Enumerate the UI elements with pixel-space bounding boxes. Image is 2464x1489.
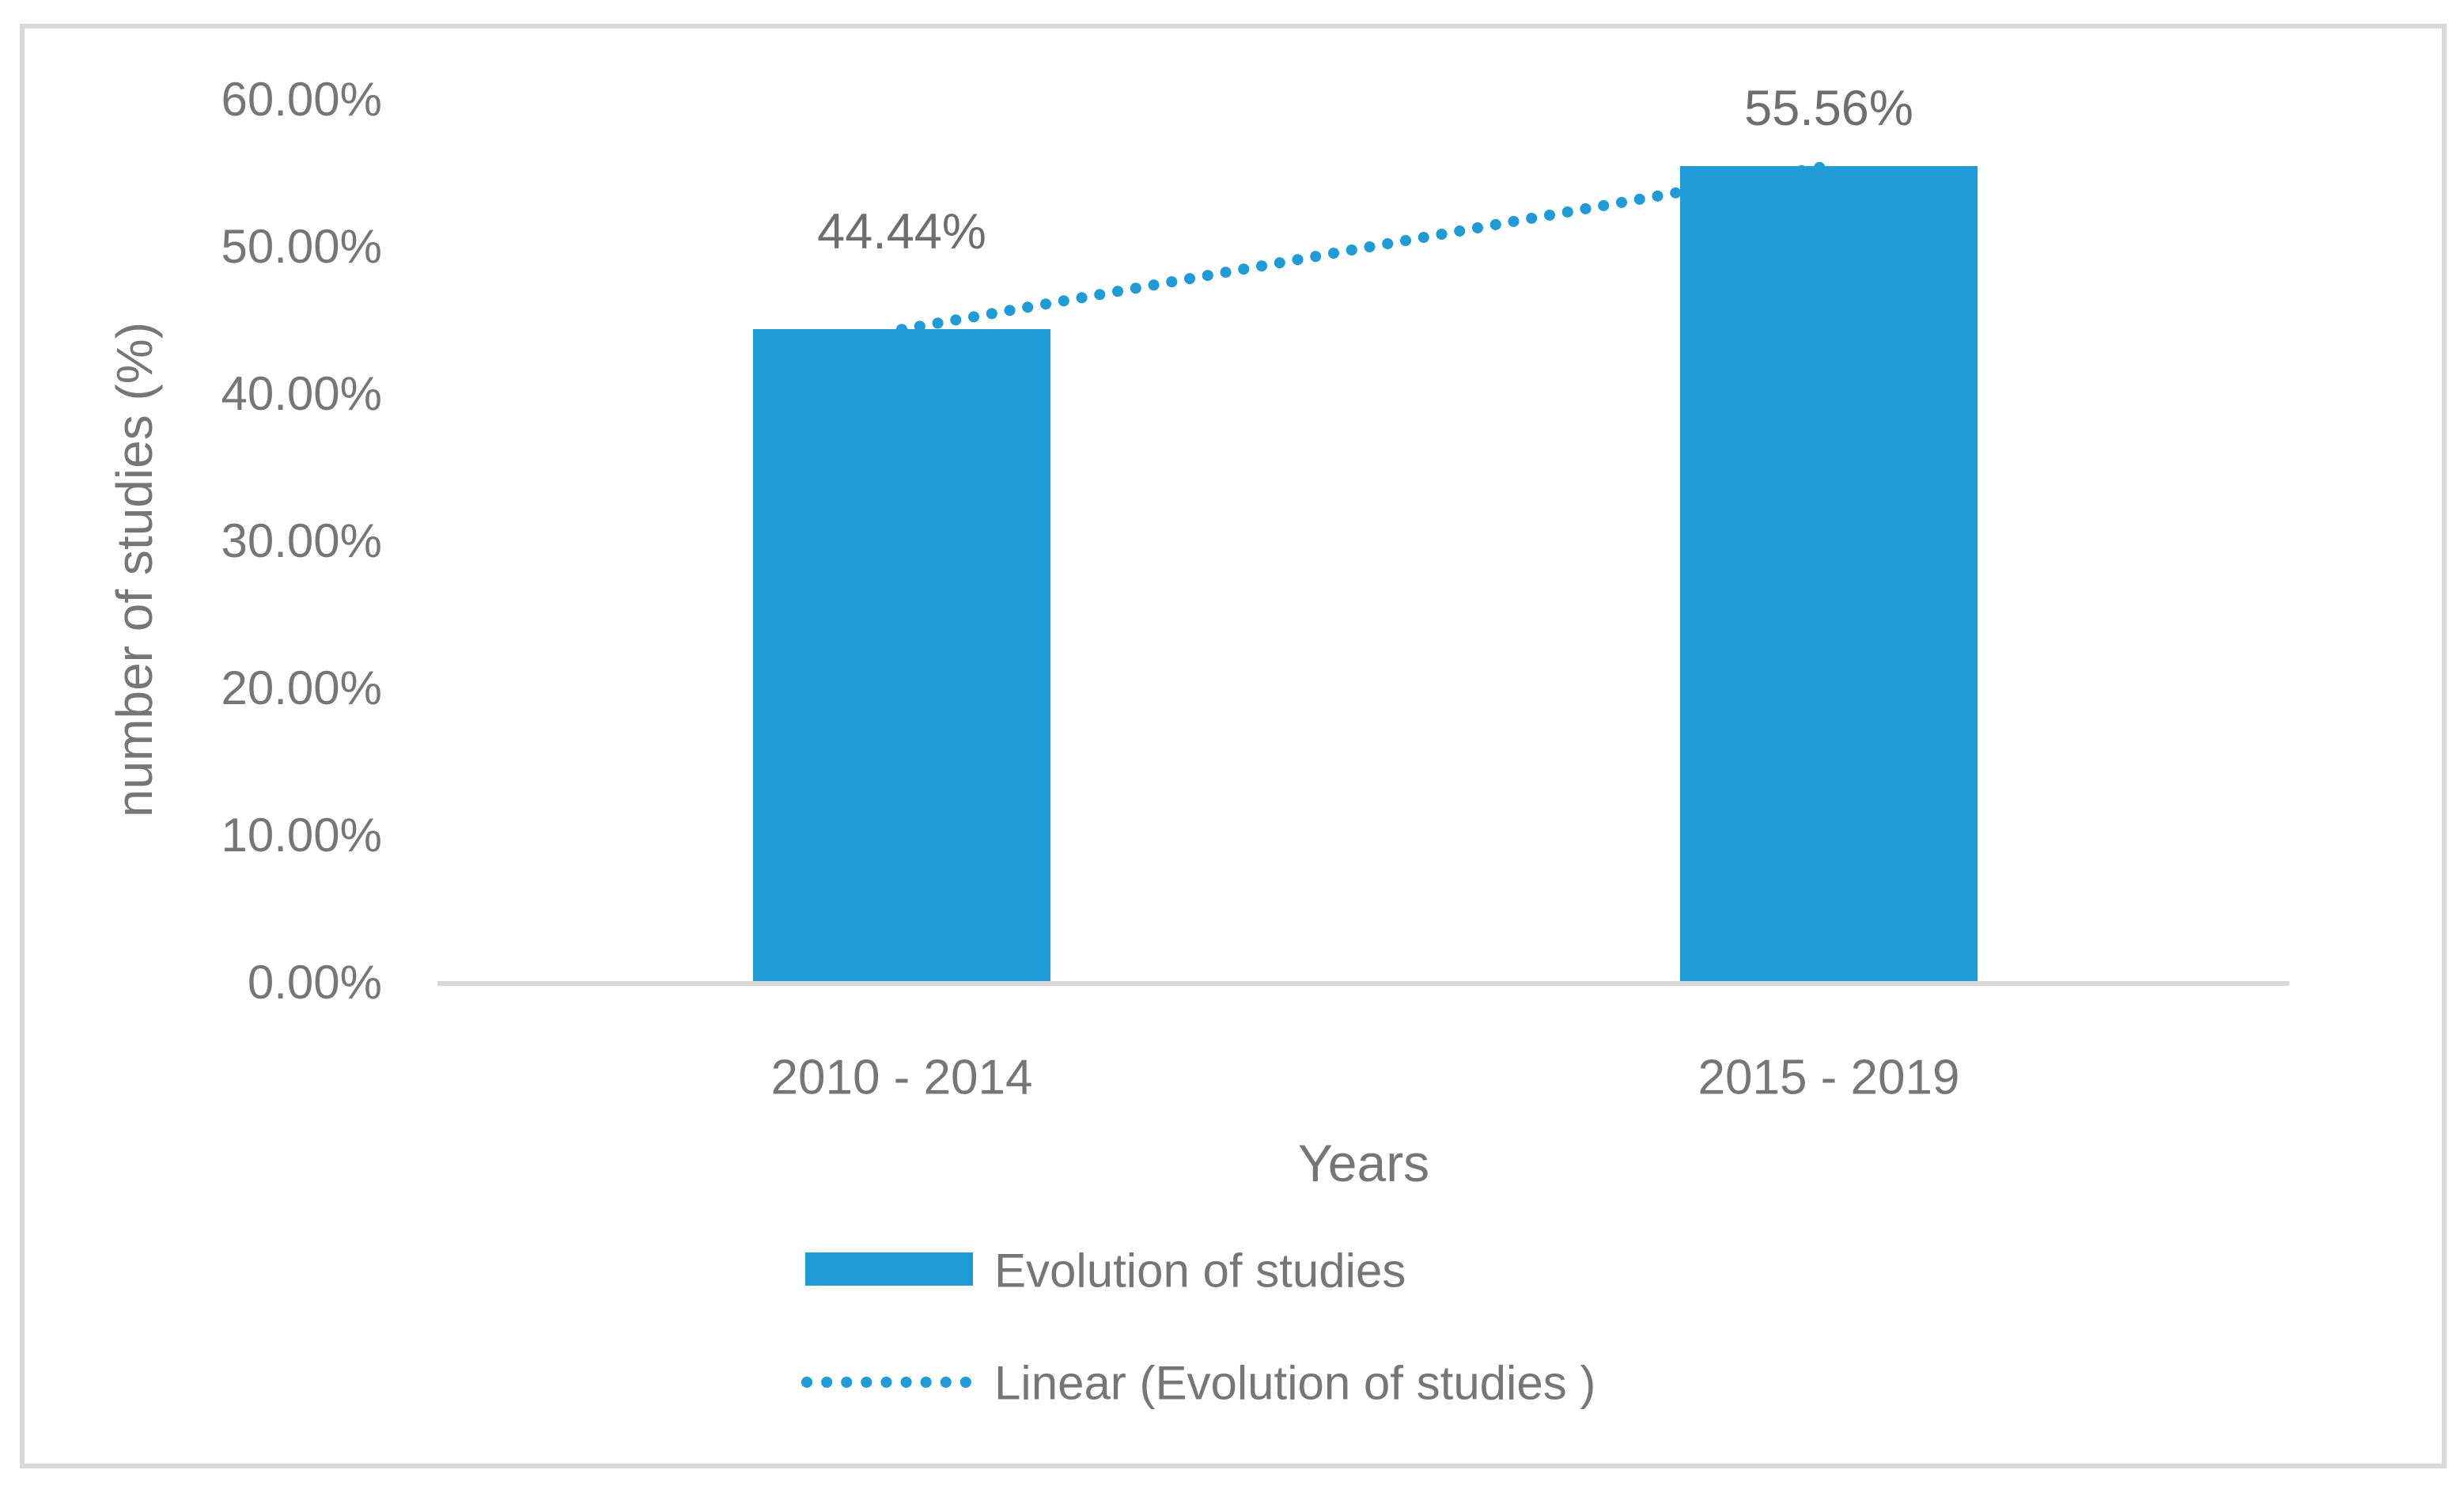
x-axis-line — [437, 981, 2289, 986]
bar — [1680, 165, 1978, 983]
x-axis-title: Years — [1297, 1134, 1430, 1192]
bar — [753, 329, 1050, 983]
y-tick-label: 40.00% — [221, 367, 383, 421]
y-tick-label: 20.00% — [221, 661, 383, 715]
x-tick-label: 2010 - 2014 — [770, 1050, 1033, 1105]
legend-label-trendline: Linear (Evolution of studies ) — [994, 1356, 1596, 1410]
y-axis-title: number of studies (%) — [106, 321, 163, 818]
linear-trendline — [896, 160, 1834, 335]
dotted-line-swatch — [801, 1377, 971, 1388]
x-tick-label: 2015 - 2019 — [1698, 1050, 1960, 1105]
data-label: 55.56% — [1744, 80, 1913, 136]
chart-border — [20, 24, 2447, 1468]
y-tick-label: 60.00% — [221, 73, 383, 127]
y-tick-label: 0.00% — [247, 956, 382, 1010]
data-label: 44.44% — [817, 204, 986, 260]
bar-series-swatch — [805, 1252, 973, 1286]
legend-label-bar-series: Evolution of studies — [994, 1244, 1406, 1298]
y-tick-label: 30.00% — [221, 514, 383, 568]
y-tick-label: 50.00% — [221, 220, 383, 274]
y-tick-label: 10.00% — [221, 809, 383, 862]
